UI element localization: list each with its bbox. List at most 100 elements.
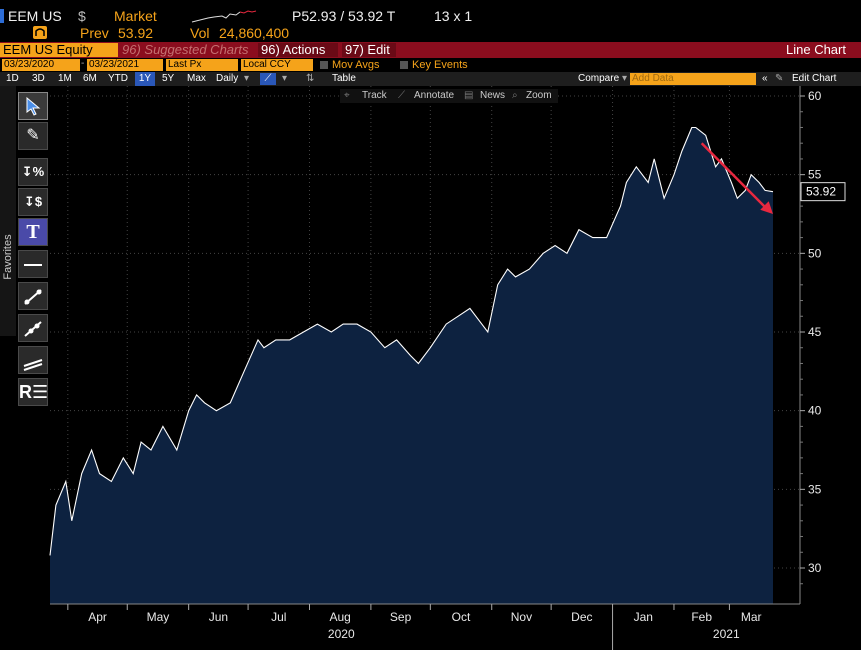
end-date-field[interactable]: 03/23/2021 [87, 59, 163, 71]
currency-select[interactable]: Local CCY [241, 59, 313, 71]
mov-avgs-checkbox[interactable] [320, 61, 328, 69]
y-tick-label: 40 [808, 404, 822, 418]
mov-avgs-label[interactable]: Mov Avgs [332, 59, 380, 71]
tool-zoom[interactable]: Zoom [526, 90, 552, 101]
tool-news[interactable]: News [480, 90, 506, 101]
range-1d[interactable]: 1D [6, 73, 19, 84]
edit-menu[interactable]: 97) Edit [342, 43, 396, 57]
x-month-label: Sep [390, 610, 412, 624]
last-value-box [800, 182, 846, 202]
x-month-label: Nov [511, 610, 532, 624]
bid-ask-size: 13 x 1 [434, 8, 473, 24]
collapse-icon[interactable]: « [762, 73, 768, 84]
x-year-label: 2020 [328, 627, 355, 641]
chart-type-title: Line Chart [786, 42, 846, 57]
x-year-label: 2021 [713, 627, 740, 641]
news-icon[interactable] [33, 26, 47, 39]
function-bar: EEM US Equity 96) Suggested Charts 96) A… [0, 42, 861, 58]
x-month-label: Apr [88, 610, 107, 624]
tool-track[interactable]: Track [362, 90, 387, 101]
line-chart-icon[interactable]: ⟋ [260, 73, 276, 85]
prev-label: Prev [80, 25, 109, 41]
dollar-scale-icon[interactable]: ↧$ [18, 188, 48, 216]
x-month-label: Oct [452, 610, 471, 624]
ticker-marker [0, 9, 4, 23]
y-tick-label: 45 [808, 325, 822, 339]
x-axis: Apr May Jun Jul Aug Sep Oct Nov Dec Jan Feb Mar 2020… [0, 603, 861, 650]
last-value-label: 53.92 [806, 185, 836, 199]
range-5y[interactable]: 5Y [162, 73, 175, 84]
range-ytd[interactable]: YTD [108, 73, 128, 84]
x-month-label: Dec [571, 610, 592, 624]
table-button[interactable]: Table [332, 73, 356, 84]
volume-label: Vol [190, 25, 210, 41]
key-events-checkbox[interactable] [400, 61, 408, 69]
range-1y[interactable]: 1Y [135, 72, 155, 86]
zoom-icon: ⌕ [512, 90, 518, 101]
favorites-label-wrap: Favorites [0, 206, 16, 316]
prev-value: 53.92 [118, 25, 154, 41]
trend-arrow-line [700, 142, 768, 210]
favorites-label: Favorites [2, 234, 14, 280]
frequency-dropdown-icon[interactable]: ▾ [244, 73, 250, 84]
favorites-panel[interactable]: Favorites [0, 86, 16, 336]
edit-chart-button[interactable]: Edit Chart [792, 73, 837, 84]
text-tool-icon[interactable]: T [18, 218, 48, 246]
horizontal-line-tool-icon[interactable] [18, 250, 48, 278]
suggested-charts-button[interactable]: 96) Suggested Charts [122, 42, 249, 57]
start-date-field[interactable]: 03/23/2020 [2, 59, 80, 71]
tool-annotate[interactable]: Annotate [414, 90, 455, 101]
input-bar: 03/23/2020 - 03/23/2021 Last Px Local CC… [0, 58, 861, 72]
range-6m[interactable]: 6M [83, 73, 97, 84]
trendline-tool-icon[interactable] [18, 282, 48, 310]
settings-icon[interactable]: ⇅ [306, 73, 315, 84]
compare-dropdown-icon[interactable]: ▾ [622, 73, 628, 84]
channel-tool-icon[interactable] [18, 346, 48, 374]
chart-style-dropdown-icon[interactable]: ▾ [282, 73, 288, 84]
sparkline-icon [191, 10, 257, 23]
range-3d[interactable]: 3D [32, 73, 45, 84]
range-bar: 1D 3D 1M 6M YTD 1Y 5Y Max Daily ▾ ⟋ ▾ ⇅ … [0, 72, 861, 86]
chart-tools-bar: ⌖ Track ⟋ Annotate ▤ News ⌕ Zoom [340, 89, 558, 103]
market-label: Market [114, 8, 157, 24]
x-axis-panel [0, 604, 861, 650]
frequency-select[interactable]: Daily [216, 73, 239, 84]
x-month-label: Jan [634, 610, 653, 624]
x-month-label: Mar [741, 610, 762, 624]
range-1m[interactable]: 1M [58, 73, 72, 84]
annotate-icon: ⟋ [398, 90, 405, 101]
volume-value: 24,860,400 [219, 25, 290, 41]
bid-ask-price: P52.93 / 53.92 T [292, 8, 396, 24]
track-icon: ⌖ [344, 90, 350, 101]
pointer-tool-icon[interactable] [18, 92, 48, 120]
key-events-label[interactable]: Key Events [412, 59, 468, 71]
compare-button[interactable]: Compare [578, 73, 620, 84]
currency-symbol: $ [78, 8, 86, 24]
y-tick-label: 30 [808, 561, 822, 575]
x-month-label: Jul [271, 610, 286, 624]
security-header: EEM US $ Market P52.93 / 53.92 T 13 x 1 … [0, 0, 861, 42]
x-month-label: Jun [209, 610, 228, 624]
retracement-tool-icon[interactable]: R☰ [18, 378, 48, 406]
y-axis: 30 35 40 45 50 55 60 53.92 [799, 86, 861, 606]
price-area [50, 127, 773, 604]
ticker[interactable]: EEM US [8, 8, 62, 24]
date-separator: - [81, 58, 85, 69]
y-tick-label: 60 [808, 89, 822, 103]
price-chart[interactable]: 30 35 40 45 50 55 60 53.92 Apr May Jun Jul Aug Sep Oc… [0, 86, 861, 650]
x-month-label: May [147, 610, 170, 624]
x-month-label: Aug [330, 610, 351, 624]
actions-menu[interactable]: 96) Actions [258, 43, 338, 57]
ray-tool-icon[interactable] [18, 314, 48, 342]
pencil-tool-icon[interactable]: ✎ [18, 122, 48, 150]
security-field[interactable]: EEM US Equity [0, 43, 118, 57]
add-data-input[interactable]: Add Data [630, 73, 756, 85]
edit-chart-pencil-icon[interactable]: ✎ [775, 73, 784, 84]
field-select[interactable]: Last Px [166, 59, 238, 71]
trend-arrow[interactable] [700, 142, 773, 214]
price-line [49, 126, 774, 556]
y-axis-panel [800, 86, 861, 606]
trend-arrow-head [760, 201, 773, 214]
percent-scale-icon[interactable]: ↧% [18, 158, 48, 186]
range-max[interactable]: Max [187, 73, 206, 84]
